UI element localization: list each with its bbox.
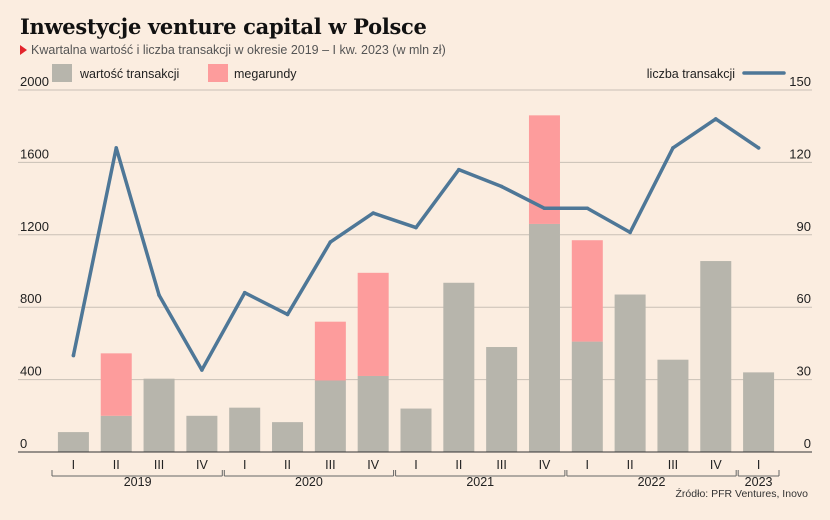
x-tick-label: I xyxy=(757,458,760,472)
line-point xyxy=(328,240,333,244)
chart-subtitle: Kwartalna wartość i liczba transakcji w … xyxy=(20,43,446,57)
year-label: 2020 xyxy=(295,475,323,489)
x-tick-label: II xyxy=(627,458,634,472)
y-left-tick-label: 0 xyxy=(20,436,27,451)
y-right-tick-label: 150 xyxy=(789,74,811,89)
bar-megarundy xyxy=(314,321,346,381)
legend-label-megarundy: megarundy xyxy=(234,67,297,81)
bar-value xyxy=(571,341,603,452)
bar-value xyxy=(357,375,389,452)
y-right-tick-label: 60 xyxy=(797,291,811,306)
subtitle-text: Kwartalna wartość i liczba transakcji w … xyxy=(31,43,446,57)
x-tick-label: IV xyxy=(367,458,379,472)
bar-value xyxy=(700,261,732,452)
legend-label-line: liczba transakcji xyxy=(647,67,735,81)
year-label: 2021 xyxy=(466,475,494,489)
x-tick-label: I xyxy=(72,458,75,472)
y-left-tick-label: 400 xyxy=(20,364,42,379)
x-tick-label: III xyxy=(154,458,164,472)
line-point xyxy=(285,312,290,317)
y-right-tick-label: 90 xyxy=(797,219,811,234)
x-tick-label: IV xyxy=(710,458,722,472)
year-label: 2022 xyxy=(638,475,666,489)
line-liczba-transakcji xyxy=(71,117,761,372)
line-point xyxy=(71,353,76,358)
y-right-tick-label: 0 xyxy=(804,436,811,451)
line-point xyxy=(457,167,461,172)
bar-value xyxy=(614,294,646,452)
x-tick-label: IV xyxy=(539,458,551,472)
x-tick-label: II xyxy=(113,458,120,472)
y-left-tick-label: 1200 xyxy=(20,219,49,234)
legend-swatch-value xyxy=(52,64,72,82)
bar-value xyxy=(400,408,432,452)
x-tick-label: II xyxy=(284,458,291,472)
bar-value xyxy=(443,282,475,452)
y-right-tick-label: 120 xyxy=(789,146,811,161)
y-right-tick-label: 30 xyxy=(797,364,811,379)
source-note: Źródło: PFR Ventures, Inovo xyxy=(675,488,808,500)
line-point xyxy=(200,368,204,372)
x-tick-label: III xyxy=(668,458,678,472)
bar-value xyxy=(229,407,261,452)
bar-value xyxy=(486,347,518,452)
x-tick-label: II xyxy=(455,458,462,472)
line-point xyxy=(499,184,504,189)
x-tick-label: I xyxy=(243,458,246,472)
legend-label-value: wartość transakcji xyxy=(79,67,179,81)
line-point xyxy=(585,206,590,211)
year-label: 2023 xyxy=(745,475,773,489)
bar-megarundy xyxy=(100,353,132,416)
bar-value xyxy=(272,422,304,452)
bar-value xyxy=(528,223,560,452)
line-point xyxy=(542,206,547,211)
year-label: 2019 xyxy=(124,475,152,489)
bar-value xyxy=(100,415,132,452)
y-left-tick-label: 2000 xyxy=(20,74,49,89)
line-point xyxy=(242,290,247,295)
line-point xyxy=(371,211,375,215)
bar-value xyxy=(57,432,89,452)
legend-swatch-megarundy xyxy=(208,64,228,82)
y-left-tick-label: 800 xyxy=(20,291,42,306)
line-point xyxy=(114,146,119,150)
chart-title: Inwestycje venture capital w Polsce xyxy=(20,14,427,39)
line-point xyxy=(671,146,675,150)
line-point xyxy=(414,225,418,230)
bar-value xyxy=(143,378,175,452)
line-point xyxy=(628,230,632,235)
x-tick-label: IV xyxy=(196,458,208,472)
line-point xyxy=(713,117,718,121)
bar-value xyxy=(186,415,218,452)
bar-megarundy xyxy=(528,115,560,224)
bar-value xyxy=(657,359,689,452)
x-tick-label: III xyxy=(325,458,335,472)
bar-value xyxy=(314,380,346,452)
line-point xyxy=(756,146,761,150)
x-tick-label: I xyxy=(586,458,589,472)
y-left-tick-label: 1600 xyxy=(20,146,49,161)
x-tick-label: I xyxy=(414,458,417,472)
x-tick-label: III xyxy=(496,458,506,472)
line-point xyxy=(157,293,161,297)
bar-value xyxy=(743,372,775,452)
triangle-marker-icon xyxy=(20,45,27,55)
bar-megarundy xyxy=(571,240,603,342)
bar-megarundy xyxy=(357,272,389,376)
